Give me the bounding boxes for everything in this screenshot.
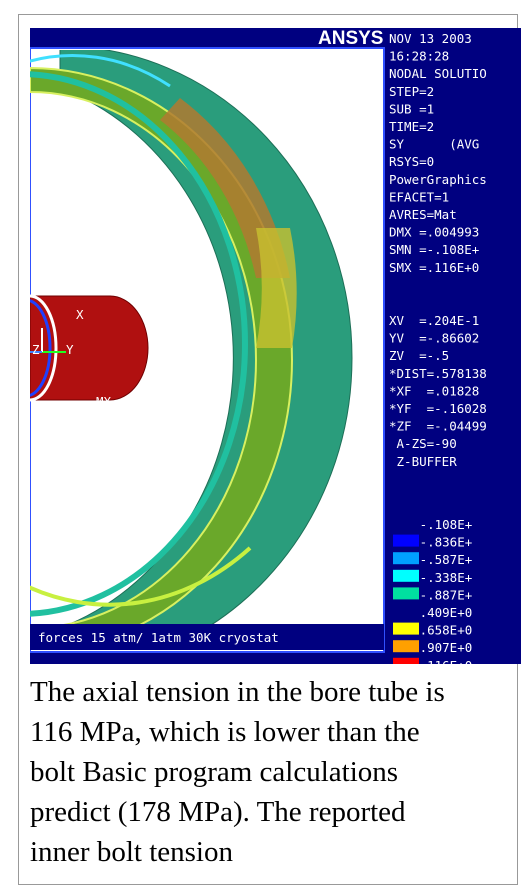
legend-swatch [393, 587, 419, 600]
axis-label-y: Y [66, 342, 74, 357]
warm-region [256, 228, 297, 348]
paragraph-line: The axial tension in the bore tube is [30, 676, 445, 708]
legend-label: .409E+0 [397, 605, 472, 620]
caption: forces 15 atm/ 1atm 30K cryostat [38, 630, 279, 645]
paragraph-line: 116 MPa, which is lower than the [30, 716, 420, 748]
legend-label: -.108E+ [397, 517, 472, 532]
caption-bar [30, 624, 384, 650]
info-line: STEP=2 [389, 84, 434, 99]
info-panel: NOV 13 2003 16:28:28 NODAL SOLUTIO STEP=2 SU… [389, 31, 487, 664]
view-line: *DIST=.578138 [389, 366, 487, 381]
view-line: XV =.204E-1 [389, 313, 479, 328]
model [30, 50, 353, 650]
legend-label: -.587E+ [397, 552, 472, 567]
paragraph-line: predict (178 MPa). The reported [30, 796, 406, 828]
info-line: NOV 13 2003 [389, 31, 472, 46]
paragraph-line: inner bolt tension [30, 836, 233, 868]
legend-swatch [393, 640, 419, 653]
info-line: SY (AVG [389, 137, 479, 152]
info-line: RSYS=0 [389, 154, 434, 169]
legend-label: .658E+0 [397, 623, 472, 638]
view-line: *YF =-.16028 [389, 401, 487, 416]
legend-label: .907E+0 [397, 640, 472, 655]
outer-shell [59, 50, 353, 650]
cylinder-inner [30, 299, 52, 397]
axis-label-z: Z [32, 342, 40, 357]
ansys-logo: ANSYS [318, 28, 383, 49]
view-line: *XF =.01828 [389, 383, 479, 398]
info-line: NODAL SOLUTIO [389, 66, 487, 81]
inner-arc-bottom [30, 546, 252, 607]
info-line: TIME=2 [389, 119, 434, 134]
inner-arc-top [30, 54, 171, 88]
info-line: SUB =1 [389, 101, 434, 116]
legend-label: -.338E+ [397, 570, 472, 585]
view-line: Z-BUFFER [389, 454, 457, 469]
view-line: A-ZS=-90 [389, 436, 457, 451]
axis-label-mx: MX [96, 394, 112, 409]
legend-swatch [393, 569, 419, 582]
axis-label-x: X [76, 307, 84, 322]
info-line: PowerGraphics [389, 172, 487, 187]
info-line: SMN =-.108E+ [389, 242, 479, 257]
cylinder-rim [30, 294, 58, 402]
paragraph: The axial tension in the bore tube is 116… [30, 672, 518, 872]
view-line: ZV =-.5 [389, 348, 449, 363]
legend-swatch [393, 657, 419, 664]
legend-swatch [393, 552, 419, 565]
legend-label: -.836E+ [397, 535, 472, 550]
info-line: EFACET=1 [389, 189, 449, 204]
info-line: 16:28:28 [389, 49, 449, 64]
legend-swatch [393, 534, 419, 547]
info-line: AVRES=Mat [389, 207, 457, 222]
info-line: DMX =.004993 [389, 225, 479, 240]
info-line: SMX =.116E+0 [389, 260, 479, 275]
cylinder [30, 295, 149, 401]
view-line: *ZF =-.04499 [389, 419, 487, 434]
ansys-screenshot: X Y Z MX ANSYS forces 15 atm/ 1atm 30K c… [30, 28, 521, 664]
legend-label: -.887E+ [397, 587, 472, 602]
paragraph-line: bolt Basic program calculations [30, 756, 399, 788]
legend-swatch [393, 622, 419, 635]
view-line: YV =-.86602 [389, 331, 479, 346]
inner-arc [30, 71, 248, 617]
legend-label: .116E+0 [397, 658, 472, 664]
